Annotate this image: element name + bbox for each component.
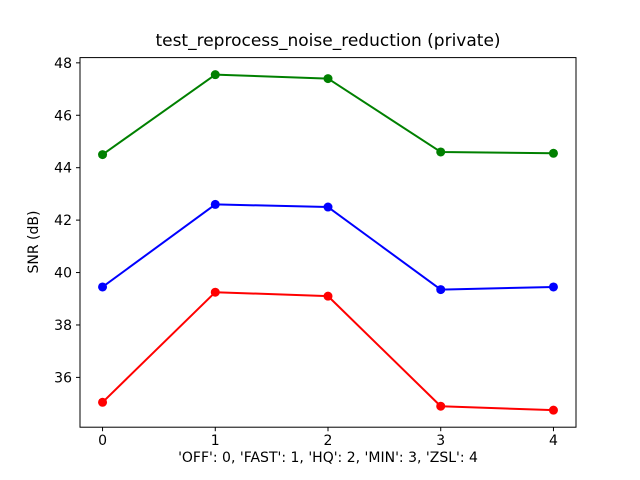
red-data-point — [98, 397, 108, 407]
y-tick-label: 46 — [54, 108, 72, 124]
red-data-point — [548, 405, 558, 415]
green-data-point — [548, 148, 558, 158]
x-tick-label: 2 — [324, 433, 333, 449]
blue-series-line — [101, 203, 554, 291]
x-tick-label: 4 — [549, 433, 558, 449]
chart-title: test_reprocess_noise_reduction (private) — [155, 31, 501, 51]
blue-data-point — [323, 202, 333, 212]
y-tick-label: 36 — [54, 370, 72, 386]
y-tick-label: 38 — [54, 318, 72, 334]
y-tick-label: 42 — [54, 213, 72, 229]
green-data-point — [323, 74, 333, 84]
y-tick-label: 40 — [54, 266, 72, 282]
y-tick-label: 48 — [54, 56, 72, 72]
blue-data-point — [436, 285, 446, 295]
y-tick-label: 44 — [54, 161, 72, 177]
x-tick-label: 1 — [211, 433, 220, 449]
y-axis-label: SNR (dB) — [26, 210, 42, 274]
blue-data-point — [98, 282, 108, 292]
green-data-point — [98, 150, 108, 160]
green-data-point — [210, 70, 220, 80]
red-data-point — [436, 401, 446, 411]
x-tick-label: 0 — [98, 433, 107, 449]
x-axis-label: 'OFF': 0, 'FAST': 1, 'HQ': 2, 'MIN': 3, … — [178, 450, 478, 466]
green-series-line — [101, 73, 554, 156]
green-data-point — [436, 147, 446, 157]
x-tick-label: 3 — [436, 433, 445, 449]
red-data-point — [210, 287, 220, 297]
red-series-line — [101, 291, 554, 412]
red-data-point — [323, 291, 333, 301]
axes-frame — [79, 57, 577, 428]
blue-data-point — [548, 282, 558, 292]
blue-data-point — [210, 199, 220, 209]
